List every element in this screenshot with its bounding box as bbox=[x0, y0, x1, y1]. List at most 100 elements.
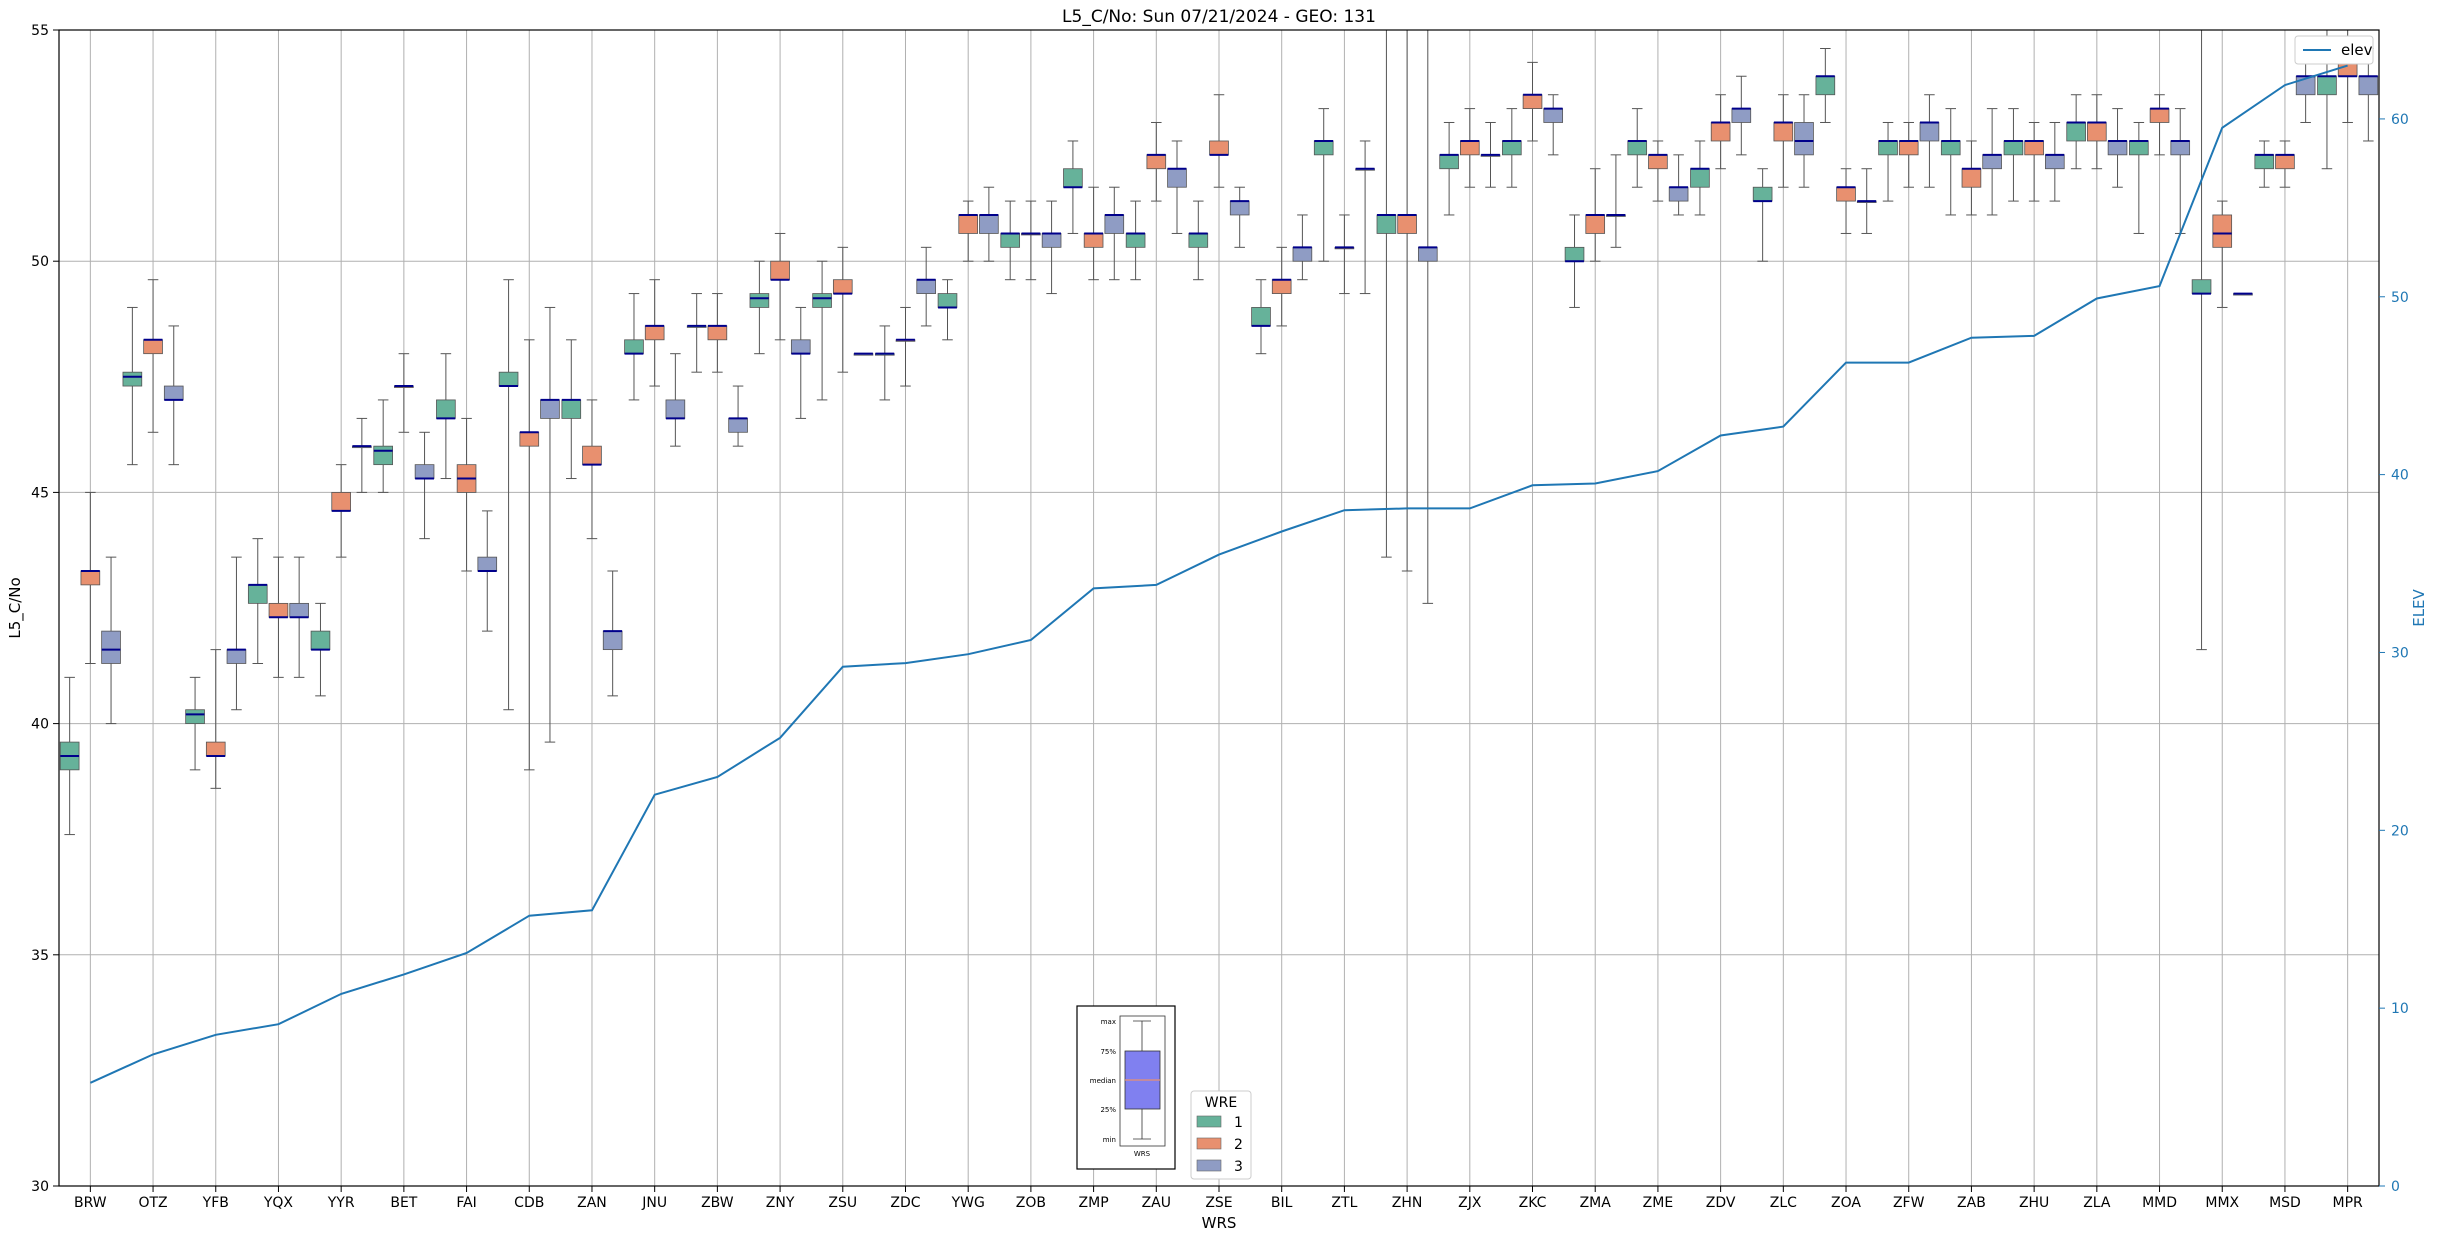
box-body bbox=[1522, 94, 1543, 110]
x-tick-label: MMX bbox=[2205, 1195, 2239, 1211]
box-body bbox=[1146, 154, 1167, 170]
x-tick-label: ZSU bbox=[828, 1195, 857, 1211]
box-body bbox=[1292, 246, 1313, 262]
x-tick-label: BET bbox=[390, 1195, 417, 1211]
box-body bbox=[1229, 200, 1250, 216]
box-series-2 bbox=[1083, 186, 1104, 281]
box-body bbox=[1794, 122, 1814, 156]
box-body bbox=[1417, 246, 1438, 262]
box-series-2 bbox=[1710, 94, 1731, 170]
box-body bbox=[1690, 168, 1710, 188]
box-series-1 bbox=[1564, 214, 1585, 308]
wre-legend-label-2: 2 bbox=[1234, 1137, 1243, 1153]
box-body bbox=[1564, 246, 1585, 262]
x-tick-label: MPR bbox=[2333, 1195, 2364, 1211]
box-series-2 bbox=[268, 556, 289, 678]
box-body bbox=[770, 260, 790, 281]
box-body bbox=[2024, 140, 2044, 156]
box-series-2 bbox=[1898, 121, 1919, 188]
box-series-1 bbox=[1313, 108, 1334, 262]
x-tick-label: YWG bbox=[951, 1195, 985, 1211]
box-body bbox=[2191, 279, 2212, 294]
box-series-2 bbox=[1961, 140, 1982, 216]
box-series-3 bbox=[853, 352, 874, 356]
box-series-2 bbox=[1209, 94, 1229, 188]
box-body bbox=[436, 399, 456, 419]
y-axis-label: L5_C/No bbox=[6, 577, 25, 638]
box-series-1 bbox=[185, 676, 205, 771]
box-body bbox=[414, 464, 435, 479]
x-tick-label: BRW bbox=[74, 1195, 107, 1211]
box-series-2 bbox=[1271, 246, 1292, 327]
box-series-1 bbox=[1752, 168, 1773, 262]
box-series-1 bbox=[686, 293, 707, 373]
box-series-1 bbox=[1690, 140, 1710, 216]
x-tick-label: ZDV bbox=[1706, 1195, 1736, 1211]
box-series-1 bbox=[1251, 279, 1271, 355]
box-body bbox=[1460, 140, 1480, 156]
boxplot-key-inset: max 75% median 25% min WRS bbox=[1076, 1005, 1176, 1170]
box-body bbox=[1209, 140, 1229, 156]
box-series-3 bbox=[477, 510, 498, 632]
box-body bbox=[1271, 279, 1292, 294]
box-body bbox=[519, 431, 540, 447]
box-series-2 bbox=[1334, 214, 1355, 295]
elevation-line-group bbox=[89, 64, 2348, 1084]
box-body bbox=[2129, 140, 2149, 156]
box-body bbox=[665, 399, 686, 419]
wre-legend-label-1: 1 bbox=[1234, 1115, 1243, 1131]
box-series-3 bbox=[2233, 292, 2253, 296]
box-body bbox=[582, 445, 602, 466]
box-body bbox=[101, 630, 121, 664]
box-body bbox=[498, 371, 519, 387]
box-series-3 bbox=[1167, 140, 1187, 234]
x-tick-label: FAI bbox=[456, 1195, 476, 1211]
box-series-1 bbox=[624, 293, 644, 401]
x-tick-label: MSD bbox=[2269, 1195, 2301, 1211]
box-body bbox=[832, 279, 853, 294]
box-body bbox=[289, 602, 309, 618]
x-axis: BRW OTZ YFB YQX YYR BET FAI CDB ZAN JNU ZBW ZNY ZSU Z… bbox=[74, 1186, 2363, 1211]
x-tick-label: CDB bbox=[514, 1195, 544, 1211]
x-tick-label: YFB bbox=[202, 1195, 229, 1211]
box-body bbox=[916, 279, 936, 294]
box-series-3 bbox=[1668, 154, 1689, 216]
box-body bbox=[812, 293, 832, 308]
box-series-3 bbox=[790, 306, 811, 419]
y-axis: 30 35 40 45 50 55 bbox=[31, 23, 59, 1195]
box-series-3 bbox=[1480, 121, 1501, 188]
box-series-2 bbox=[1773, 94, 1794, 188]
box-body bbox=[2254, 154, 2275, 170]
inset-label-min: min bbox=[1103, 1136, 1116, 1144]
box-series-3 bbox=[1919, 94, 1940, 188]
box-series-2 bbox=[2087, 94, 2107, 170]
box-body bbox=[1919, 122, 1940, 142]
chart-title: L5_C/No: Sun 07/21/2024 - GEO: 131 bbox=[1062, 7, 1376, 27]
box-body bbox=[1752, 186, 1773, 202]
box-series-1 bbox=[2254, 140, 2275, 188]
box-series-3 bbox=[1355, 140, 1375, 295]
box-body bbox=[477, 556, 498, 572]
box-series-2 bbox=[582, 399, 602, 540]
inset-label-75: 75% bbox=[1100, 1048, 1116, 1056]
box-series-2 bbox=[832, 246, 853, 373]
box-series-1 bbox=[1063, 140, 1083, 234]
box-body bbox=[2066, 122, 2086, 142]
box-series-2 bbox=[1648, 140, 1668, 202]
box-series-3 bbox=[1292, 214, 1313, 281]
y2-tick-label: 30 bbox=[2391, 645, 2409, 661]
box-series-1 bbox=[1000, 200, 1021, 281]
y-tick-label: 55 bbox=[31, 23, 49, 39]
inset-label-max: max bbox=[1101, 1018, 1116, 1026]
inset-label-25: 25% bbox=[1100, 1106, 1116, 1114]
x-tick-label: ZHU bbox=[2019, 1195, 2049, 1211]
x-tick-label: ZAB bbox=[1957, 1195, 1986, 1211]
x-tick-label: YQX bbox=[263, 1195, 294, 1211]
elev-legend: elev bbox=[2294, 35, 2374, 65]
box-body bbox=[1167, 168, 1187, 188]
box-series-2 bbox=[2212, 200, 2233, 308]
box-body bbox=[624, 339, 644, 355]
box-series-3 bbox=[226, 556, 247, 711]
x-tick-label: ZJX bbox=[1458, 1195, 1482, 1211]
